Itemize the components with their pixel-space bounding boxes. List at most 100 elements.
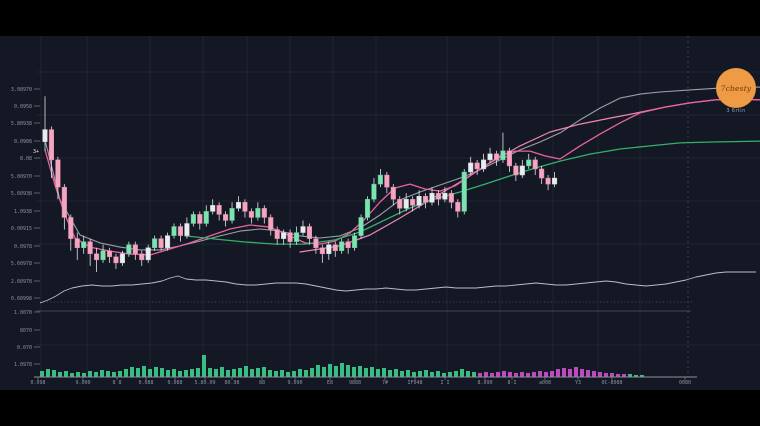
volume-bar	[250, 369, 254, 377]
volume-bars	[34, 355, 697, 378]
volume-bar	[550, 371, 554, 377]
candle-body	[42, 129, 48, 142]
chart-area: 3.08970 0.0958 5.80938 0.0908 8.08 5.00970 5.6…	[0, 36, 760, 390]
x-axis-label: 7#	[382, 380, 388, 386]
volume-bar	[292, 371, 296, 377]
volume-bar	[598, 372, 602, 377]
candle-body	[223, 214, 229, 221]
candle-body	[345, 241, 351, 248]
volume-bar	[142, 366, 146, 377]
y-axis-label: 5.60938	[11, 191, 32, 197]
volume-bar	[388, 370, 392, 377]
candle-body	[448, 192, 454, 203]
x-axis-label: a008	[539, 380, 551, 386]
x-axis-label: 9.000	[75, 380, 90, 386]
volume-bar	[556, 369, 560, 377]
volume-bar	[628, 374, 632, 377]
axis-labels: 3.08970 0.0958 5.80938 0.0908 8.08 5.00970 5.6…	[11, 87, 691, 386]
volume-bar	[244, 366, 248, 377]
candle-body	[119, 253, 125, 264]
candle-body	[429, 192, 435, 203]
ma-pink-fast	[44, 98, 760, 256]
candle-body	[68, 217, 74, 239]
candle-body	[377, 174, 383, 185]
chart-canvas[interactable]: 3.08970 0.0958 5.80938 0.0908 8.08 5.00970 5.6…	[0, 36, 760, 390]
y-axis-label: 5.80938	[11, 121, 32, 127]
x-axis-label: IF048	[407, 380, 422, 386]
volume-bar	[430, 372, 434, 377]
candle-body	[94, 253, 100, 261]
volume-bar	[298, 369, 302, 377]
x-axis-label: 8-I	[507, 380, 516, 386]
candle-body	[165, 235, 171, 248]
candle-body	[423, 195, 429, 203]
candle-body	[55, 159, 61, 188]
candle-body	[126, 244, 132, 255]
y-axis-label: 0.00915	[11, 226, 32, 232]
x-axis-label: Y3	[575, 380, 581, 386]
volume-bar	[148, 369, 152, 377]
volume-bar	[346, 365, 350, 377]
candle-body	[319, 247, 325, 255]
volume-bar	[118, 371, 122, 377]
logo-badge-caption: 3 6rtin	[726, 108, 746, 114]
volume-bar	[466, 371, 470, 377]
candle-body	[210, 205, 216, 212]
x-axis-label: 0C-8088	[601, 380, 622, 386]
candle-body	[339, 241, 345, 252]
candle-body	[552, 177, 558, 185]
candle-body	[274, 229, 280, 239]
volume-bar	[454, 371, 458, 377]
candle-body	[390, 186, 396, 200]
candle-body	[300, 226, 306, 233]
volume-bar	[364, 368, 368, 377]
x-axis-label: 0.098	[30, 380, 45, 386]
y-axis-label: 3.08970	[11, 87, 32, 93]
candle-body	[61, 186, 67, 218]
logo-badge-label: 7cbesty	[720, 83, 752, 93]
candle-body	[364, 199, 371, 218]
volume-bar	[418, 371, 422, 377]
candle-body	[487, 153, 493, 161]
volume-bar	[358, 366, 362, 377]
ma-pink-slow	[299, 98, 760, 253]
candle-body	[397, 199, 403, 209]
candle-body	[145, 247, 151, 261]
volume-bar	[562, 368, 566, 377]
volume-bar	[64, 371, 68, 377]
volume-bar	[106, 371, 110, 377]
volume-bar	[442, 373, 446, 377]
volume-bar	[382, 368, 386, 377]
volume-bar	[490, 373, 494, 377]
candle-body	[493, 153, 500, 161]
candle-body	[281, 232, 287, 239]
volume-bar	[604, 373, 608, 377]
candle-body	[519, 165, 525, 176]
volume-bar	[166, 370, 170, 377]
volume-bar	[448, 372, 452, 377]
candle-body	[371, 183, 377, 200]
volume-bar	[178, 371, 182, 377]
volume-bar	[484, 372, 488, 377]
candle-body	[184, 223, 190, 236]
y-axis-label: 0.60998	[11, 296, 32, 302]
volume-bar	[532, 372, 536, 377]
volume-bar	[160, 368, 164, 377]
volume-bar	[538, 371, 542, 377]
candle-body	[474, 162, 480, 170]
candle-body	[435, 192, 441, 200]
volume-bar	[232, 369, 236, 377]
x-axis-label: 8.090	[477, 380, 492, 386]
logo-badge: 7cbesty	[716, 68, 756, 108]
candle-body	[152, 238, 158, 248]
volume-bar	[424, 370, 428, 377]
y-axis-label: 8.08	[20, 156, 32, 162]
volume-bar	[88, 371, 92, 377]
volume-bar	[328, 364, 332, 377]
candle-body	[139, 253, 145, 261]
volume-bar	[310, 368, 314, 377]
volume-bar	[112, 372, 116, 377]
candle-body	[74, 238, 80, 248]
volume-bar	[544, 372, 548, 377]
volume-bar	[40, 371, 44, 377]
